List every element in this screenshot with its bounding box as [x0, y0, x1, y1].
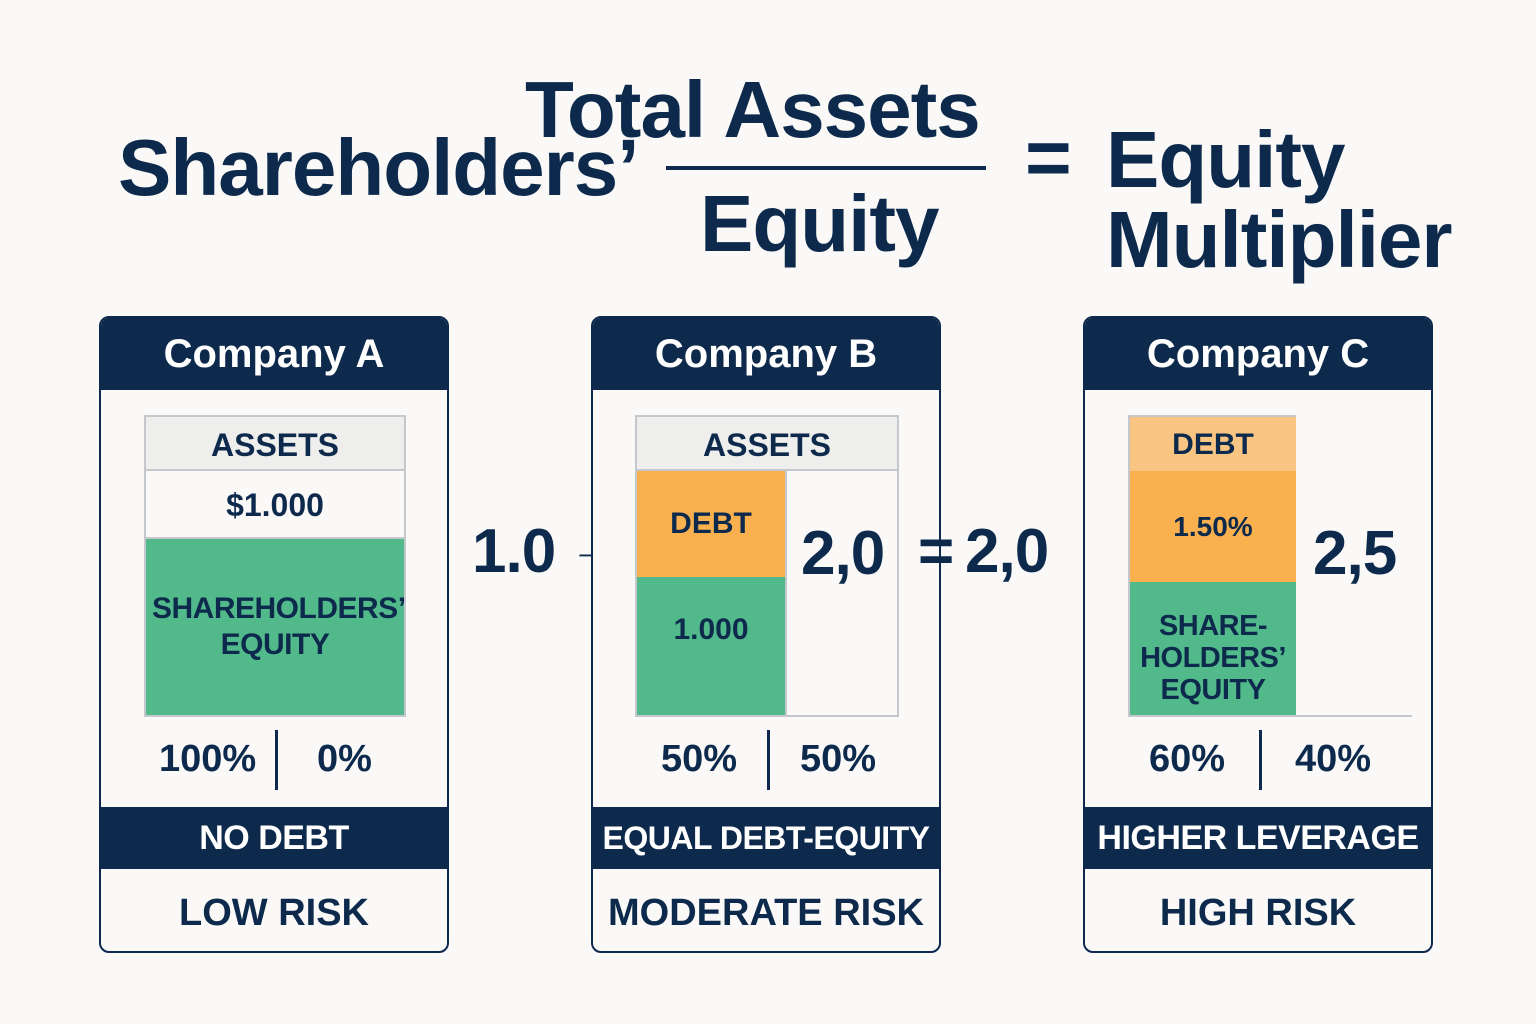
equity-line-2: HOLDERS’: [1140, 642, 1286, 674]
company-a-percent-row: 100% 0%: [101, 730, 447, 790]
company-a-title: Company A: [101, 318, 447, 390]
company-c-pct-right: 40%: [1295, 738, 1372, 780]
company-c-multiplier: 2,5: [1313, 519, 1397, 588]
company-b-structure-band: EQUAL DEBT-EQUITY: [593, 807, 939, 869]
company-b-title: Company B: [593, 318, 939, 390]
baseline-rule: [1296, 715, 1412, 717]
formula-result-line2: Multiplier: [1106, 195, 1453, 284]
company-a-equity-block: SHAREHOLDERS’ EQUITY: [146, 539, 406, 715]
company-b-debt-block: DEBT: [637, 471, 785, 577]
company-a-risk-label: LOW RISK: [179, 892, 369, 934]
company-b-risk-label: MODERATE RISK: [608, 892, 924, 934]
company-c-pct-left: 60%: [1149, 738, 1226, 780]
company-a-balance-box: ASSETS $1.000 SHAREHOLDERS’ EQUITY: [144, 415, 406, 717]
company-c-balance-box: DEBT 1.50% SHARE- HOLDERS’ EQUITY: [1128, 415, 1296, 717]
formula-equals-sign: =: [1025, 113, 1072, 202]
company-c-debt-label: DEBT: [1130, 417, 1296, 471]
company-a-assets-label: ASSETS: [146, 417, 404, 471]
fraction-bar: [666, 166, 986, 170]
formula-result-line1: Equity: [1106, 115, 1345, 204]
percent-divider: [275, 730, 278, 790]
company-b-percent-row: 50% 50%: [593, 730, 939, 790]
company-b-right-column: [785, 471, 897, 715]
company-c-percent-row: 60% 40%: [1085, 730, 1431, 790]
company-c-equity-block: SHARE- HOLDERS’ EQUITY: [1130, 582, 1296, 715]
formula-left-term: Shareholders’: [118, 123, 640, 212]
equals-sign: =: [918, 517, 954, 586]
equity-line-3: EQUITY: [1160, 674, 1266, 706]
percent-divider: [1259, 730, 1262, 790]
company-a-pct-left: 100%: [159, 738, 257, 780]
company-a-card: Company A ASSETS $1.000 SHAREHOLDERS’ EQ…: [99, 316, 449, 953]
company-b-multiplier: 2,0: [801, 519, 885, 588]
company-b-result: 2,0: [965, 517, 1049, 586]
company-c-structure-band: HIGHER LEVERAGE: [1085, 807, 1431, 869]
company-b-pct-left: 50%: [661, 738, 738, 780]
company-c-risk-label: HIGH RISK: [1159, 892, 1357, 934]
formula-numerator: Total Assets: [525, 65, 981, 154]
company-a-pct-right: 0%: [317, 738, 372, 780]
company-b-card: Company B ASSETS DEBT 1.000 2,0 50% 50% …: [591, 316, 941, 953]
company-b-pct-right: 50%: [800, 738, 877, 780]
company-b-assets-label: ASSETS: [637, 417, 897, 471]
company-c-title: Company C: [1085, 318, 1431, 390]
formula-denominator: Equity: [700, 179, 939, 268]
percent-divider: [767, 730, 770, 790]
equity-line-1: SHARE-: [1158, 610, 1268, 642]
company-a-assets-value: $1.000: [146, 471, 404, 539]
company-b-equity-block: 1.000: [637, 577, 785, 715]
company-a-multiplier: 1.0: [472, 517, 556, 586]
company-c-debt-value: 1.50%: [1130, 471, 1296, 582]
company-a-structure-band: NO DEBT: [101, 807, 447, 869]
company-b-balance-box: ASSETS DEBT 1.000: [635, 415, 899, 717]
company-c-card: Company C DEBT 1.50% SHARE- HOLDERS’ EQU…: [1083, 316, 1433, 953]
